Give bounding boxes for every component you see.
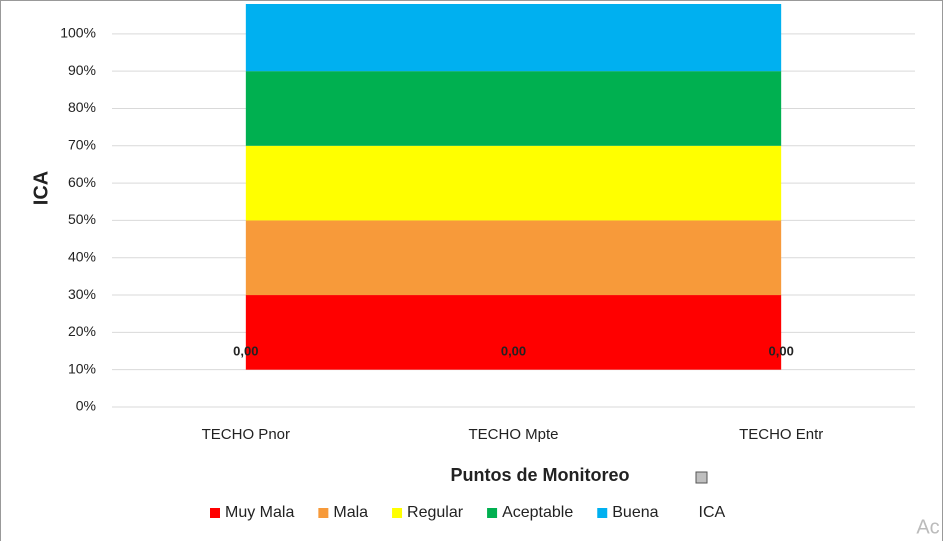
y-tick-label: 40%: [68, 248, 96, 264]
legend-swatch: [318, 508, 329, 518]
y-tick-label: 20%: [68, 323, 96, 339]
y-tick-label: 50%: [68, 211, 96, 227]
y-tick-label: 70%: [68, 136, 96, 152]
legend-label: Muy Mala: [225, 504, 294, 521]
legend-label: Buena: [612, 504, 658, 521]
x-tick-label: TECHO Pnor: [202, 426, 290, 443]
band: [245, 4, 782, 72]
band: [245, 295, 782, 370]
legend-label: Aceptable: [502, 504, 573, 521]
legend-marker-stray: [695, 471, 708, 484]
legend-swatch: [392, 508, 403, 518]
legend-label: Regular: [407, 504, 464, 521]
data-label: 0,00: [233, 343, 258, 358]
y-tick-label: 10%: [68, 360, 96, 376]
x-tick-label: TECHO Entr: [739, 426, 823, 443]
y-tick-label: 80%: [68, 99, 96, 115]
band: [245, 145, 782, 221]
x-tick-label: TECHO Mpte: [468, 426, 558, 443]
band: [245, 71, 782, 146]
legend-label: ICA: [699, 504, 726, 521]
y-tick-label: 60%: [68, 174, 96, 190]
x-axis-title: Puntos de Monitoreo: [451, 465, 630, 485]
watermark: Ac: [916, 516, 939, 538]
data-label: 0,00: [501, 343, 526, 358]
y-tick-label: 0%: [76, 398, 96, 414]
y-tick-label: 30%: [68, 286, 96, 302]
y-tick-label: 90%: [68, 62, 96, 78]
legend-swatch: [210, 508, 220, 518]
legend-swatch: [487, 508, 498, 518]
legend-label: Mala: [333, 504, 368, 521]
data-label: 0,00: [769, 343, 794, 358]
y-tick-label: 100%: [60, 25, 96, 41]
band: [245, 220, 782, 296]
legend-swatch: [597, 508, 608, 518]
y-axis-title: ICA: [30, 171, 52, 205]
